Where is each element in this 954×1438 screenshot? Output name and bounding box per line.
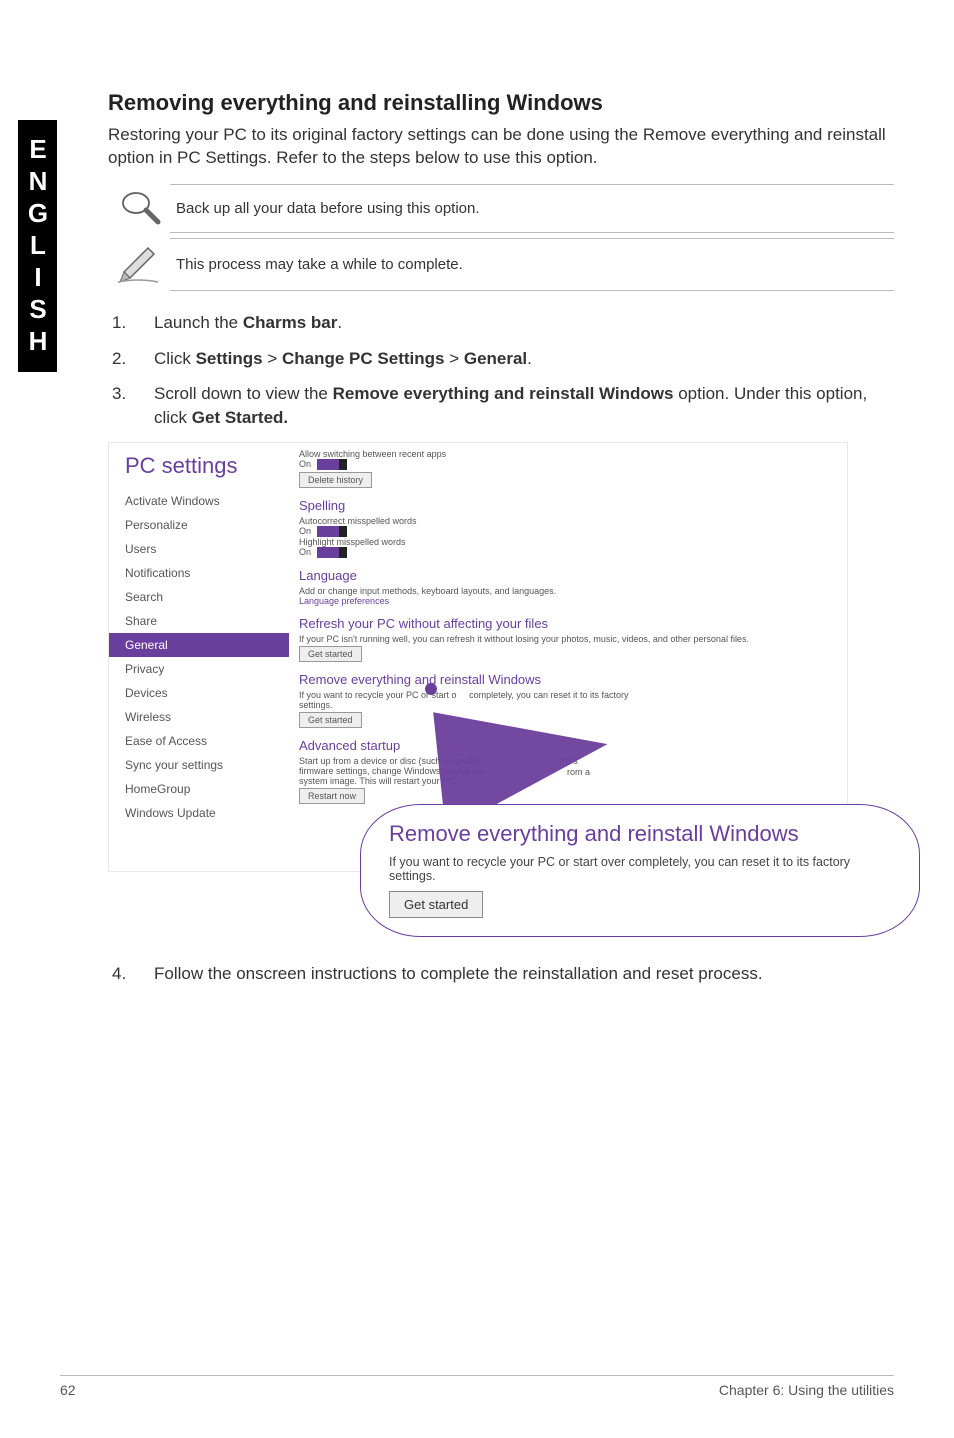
language-preferences-link[interactable]: Language preferences (299, 596, 839, 606)
step-4: Follow the onscreen instructions to comp… (108, 962, 894, 986)
pc-settings-sidebar: PC settings Activate Windows Personalize… (109, 443, 289, 871)
step-1-pre: Launch the (154, 313, 243, 332)
notes-table: Back up all your data before using this … (108, 184, 894, 291)
delete-history-button[interactable]: Delete history (299, 472, 372, 488)
steps-list-continued: Follow the onscreen instructions to comp… (108, 962, 894, 986)
intro-paragraph: Restoring your PC to its original factor… (108, 124, 894, 170)
callout-bubble: Remove everything and reinstall Windows … (360, 804, 920, 937)
language-heading: Language (299, 568, 839, 583)
chapter-label: Chapter 6: Using the utilities (719, 1382, 894, 1398)
nav-wireless[interactable]: Wireless (125, 705, 289, 729)
pen-icon (114, 242, 164, 286)
refresh-heading: Refresh your PC without affecting your f… (299, 616, 839, 631)
callout-get-started-button[interactable]: Get started (389, 891, 483, 918)
refresh-get-started-button[interactable]: Get started (299, 646, 362, 662)
spelling-heading: Spelling (299, 498, 839, 513)
language-tab: ENGLISH (18, 120, 57, 372)
step-2-sep2: > (444, 349, 463, 368)
note-duration: This process may take a while to complet… (170, 238, 894, 290)
step-3: Scroll down to view the Remove everythin… (108, 382, 894, 430)
nav-notifications[interactable]: Notifications (125, 561, 289, 585)
screenshot-wrap: PC settings Activate Windows Personalize… (108, 442, 894, 872)
nav-activate-windows[interactable]: Activate Windows (125, 489, 289, 513)
nav-search[interactable]: Search (125, 585, 289, 609)
remove-desc-b: completely, you can reset it to its fact… (469, 690, 628, 700)
steps-list: Launch the Charms bar. Click Settings > … (108, 311, 894, 430)
switch-apps-on: On (299, 459, 311, 469)
switch-apps-toggle[interactable] (317, 459, 347, 470)
nav-privacy[interactable]: Privacy (125, 657, 289, 681)
refresh-desc: If your PC isn't running well, you can r… (299, 634, 839, 644)
nav-general[interactable]: General (109, 633, 289, 657)
callout-title: Remove everything and reinstall Windows (389, 821, 895, 847)
language-desc: Add or change input methods, keyboard la… (299, 586, 839, 596)
highlight-label: Highlight misspelled words (299, 537, 839, 547)
step-2-pre: Click (154, 349, 196, 368)
nav-windows-update[interactable]: Windows Update (125, 801, 289, 825)
step-2-post: . (527, 349, 532, 368)
nav-homegroup[interactable]: HomeGroup (125, 777, 289, 801)
nav-devices[interactable]: Devices (125, 681, 289, 705)
nav-personalize[interactable]: Personalize (125, 513, 289, 537)
pc-settings-title: PC settings (125, 453, 289, 479)
step-1-post: . (337, 313, 342, 332)
remove-heading: Remove everything and reinstall Windows (299, 672, 839, 687)
step-2-sep1: > (263, 349, 282, 368)
page-footer: 62 Chapter 6: Using the utilities (60, 1375, 894, 1398)
step-3-b2: Get Started. (192, 408, 288, 427)
switch-apps-label: Allow switching between recent apps (299, 449, 839, 459)
step-2-b2: Change PC Settings (282, 349, 444, 368)
nav-share[interactable]: Share (125, 609, 289, 633)
autocorrect-on: On (299, 526, 311, 536)
nav-sync[interactable]: Sync your settings (125, 753, 289, 777)
nav-users[interactable]: Users (125, 537, 289, 561)
autocorrect-label: Autocorrect misspelled words (299, 516, 839, 526)
step-1-bold: Charms bar (243, 313, 337, 332)
step-1: Launch the Charms bar. (108, 311, 894, 335)
section-heading: Removing everything and reinstalling Win… (108, 90, 894, 116)
page-number: 62 (60, 1382, 76, 1398)
note-backup: Back up all your data before using this … (170, 184, 894, 232)
step-2: Click Settings > Change PC Settings > Ge… (108, 347, 894, 371)
callout-dot-icon (425, 683, 437, 695)
callout-desc: If you want to recycle your PC or start … (389, 855, 895, 883)
autocorrect-toggle[interactable] (317, 526, 347, 537)
step-2-b1: Settings (196, 349, 263, 368)
remove-get-started-button[interactable]: Get started (299, 712, 362, 728)
restart-now-button[interactable]: Restart now (299, 788, 365, 804)
step-3-pre: Scroll down to view the (154, 384, 333, 403)
magnifier-icon (114, 188, 164, 228)
nav-ease-of-access[interactable]: Ease of Access (125, 729, 289, 753)
step-2-b3: General (464, 349, 527, 368)
highlight-on: On (299, 547, 311, 557)
highlight-toggle[interactable] (317, 547, 347, 558)
main-content: Removing everything and reinstalling Win… (108, 0, 894, 986)
step-3-b1: Remove everything and reinstall Windows (333, 384, 674, 403)
